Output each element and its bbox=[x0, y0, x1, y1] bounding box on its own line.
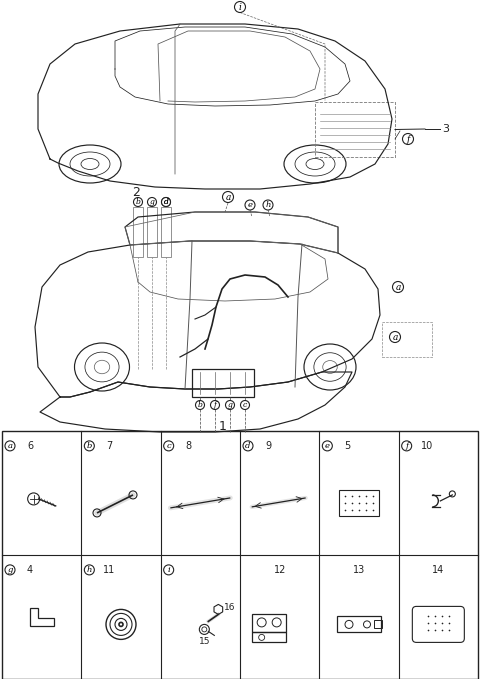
Text: d: d bbox=[164, 198, 168, 206]
Circle shape bbox=[161, 198, 170, 206]
Circle shape bbox=[5, 441, 15, 451]
Circle shape bbox=[84, 441, 95, 451]
Text: e: e bbox=[248, 201, 252, 209]
Circle shape bbox=[403, 134, 413, 145]
Text: 6: 6 bbox=[27, 441, 33, 451]
Text: g: g bbox=[228, 401, 232, 409]
Text: h: h bbox=[265, 201, 271, 209]
Circle shape bbox=[402, 441, 412, 451]
Text: e: e bbox=[325, 442, 330, 450]
Text: a: a bbox=[396, 282, 401, 291]
Text: 2: 2 bbox=[132, 185, 140, 198]
Text: a: a bbox=[392, 333, 398, 342]
Bar bbox=[161, 207, 171, 257]
Circle shape bbox=[164, 565, 174, 575]
Text: b: b bbox=[87, 442, 92, 450]
Bar bbox=[337, 617, 381, 632]
Circle shape bbox=[323, 441, 332, 451]
Text: g: g bbox=[7, 566, 12, 574]
Text: f: f bbox=[214, 401, 216, 409]
Circle shape bbox=[263, 200, 273, 210]
Bar bbox=[374, 621, 382, 628]
Text: 15: 15 bbox=[199, 637, 210, 646]
Bar bbox=[252, 614, 286, 632]
Text: 7: 7 bbox=[106, 441, 112, 451]
Text: 11: 11 bbox=[103, 565, 116, 575]
Text: 14: 14 bbox=[432, 565, 444, 575]
Circle shape bbox=[240, 401, 250, 409]
Circle shape bbox=[161, 198, 170, 206]
Text: 13: 13 bbox=[353, 565, 365, 575]
Circle shape bbox=[235, 1, 245, 12]
Text: d: d bbox=[164, 198, 168, 206]
Circle shape bbox=[195, 401, 204, 409]
Text: 9: 9 bbox=[265, 441, 271, 451]
Circle shape bbox=[223, 191, 233, 202]
Circle shape bbox=[211, 401, 219, 409]
Circle shape bbox=[5, 565, 15, 575]
Bar bbox=[382, 322, 432, 357]
Text: a: a bbox=[225, 193, 231, 202]
Text: i: i bbox=[168, 566, 170, 574]
Text: f: f bbox=[406, 134, 410, 143]
Text: h: h bbox=[87, 566, 92, 574]
Circle shape bbox=[164, 441, 174, 451]
Text: 3: 3 bbox=[442, 124, 449, 134]
Text: a: a bbox=[8, 442, 12, 450]
Circle shape bbox=[133, 198, 143, 206]
Circle shape bbox=[245, 200, 255, 210]
Text: b: b bbox=[135, 198, 141, 206]
Circle shape bbox=[84, 565, 95, 575]
Text: f: f bbox=[405, 442, 408, 450]
Bar bbox=[192, 369, 254, 397]
Circle shape bbox=[393, 282, 404, 293]
Text: 12: 12 bbox=[274, 565, 286, 575]
Text: 5: 5 bbox=[344, 441, 350, 451]
Bar bbox=[2, 431, 478, 679]
Text: 8: 8 bbox=[186, 441, 192, 451]
Text: 4: 4 bbox=[27, 565, 33, 575]
Circle shape bbox=[243, 441, 253, 451]
Text: g: g bbox=[150, 198, 155, 206]
Text: c: c bbox=[243, 401, 247, 409]
Circle shape bbox=[226, 401, 235, 409]
Text: c: c bbox=[166, 442, 171, 450]
Text: 16: 16 bbox=[224, 603, 236, 612]
Bar bbox=[133, 207, 143, 257]
Bar bbox=[339, 490, 379, 516]
Circle shape bbox=[389, 331, 400, 342]
Bar bbox=[252, 632, 286, 642]
Text: 1: 1 bbox=[219, 420, 227, 433]
Text: i: i bbox=[239, 3, 241, 12]
Bar bbox=[147, 207, 157, 257]
Bar bbox=[315, 102, 395, 157]
Circle shape bbox=[147, 198, 156, 206]
Text: d: d bbox=[245, 442, 251, 450]
Text: b: b bbox=[198, 401, 203, 409]
Text: 10: 10 bbox=[420, 441, 433, 451]
